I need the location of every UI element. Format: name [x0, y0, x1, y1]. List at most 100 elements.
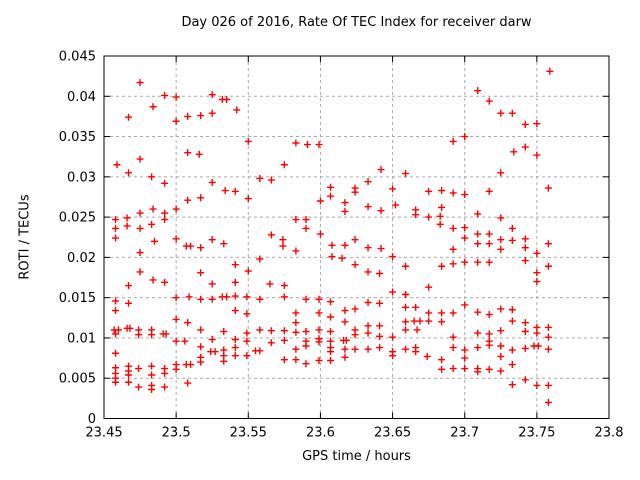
data-point-marker [338, 254, 346, 262]
data-point-marker [376, 332, 384, 340]
data-point-marker [266, 280, 274, 288]
data-point-marker [521, 319, 529, 327]
data-point-marker [402, 318, 410, 326]
data-point-marker [292, 319, 300, 327]
data-point-marker [533, 381, 541, 389]
data-point-marker [402, 170, 410, 178]
data-point-marker [279, 242, 287, 250]
data-point-marker [544, 184, 552, 192]
data-point-marker [341, 307, 349, 315]
data-point-marker [376, 270, 384, 277]
data-point-marker [364, 345, 372, 353]
data-point-marker [425, 283, 433, 291]
data-point-marker [302, 360, 310, 368]
data-point-marker [412, 348, 420, 356]
data-point-marker [292, 345, 300, 353]
y-tick-label: 0.03 [67, 170, 96, 185]
data-point-marker [377, 166, 385, 174]
data-point-marker [316, 197, 324, 205]
data-point-marker [267, 327, 275, 335]
data-point-marker [328, 241, 336, 249]
data-point-marker [184, 319, 192, 327]
data-point-marker [377, 245, 385, 253]
data-point-marker [508, 317, 516, 325]
data-point-marker [256, 174, 264, 182]
data-point-marker [135, 331, 143, 339]
data-point-marker [327, 183, 335, 191]
data-point-marker [123, 214, 131, 222]
data-point-marker [389, 185, 397, 193]
data-point-marker [244, 195, 252, 203]
y-tick-label: 0.035 [59, 130, 96, 145]
data-point-marker [148, 331, 156, 339]
data-point-marker [256, 295, 264, 303]
data-point-marker [220, 357, 228, 365]
data-point-marker [341, 318, 349, 326]
data-point-marker [136, 224, 144, 232]
data-point-marker [485, 258, 493, 266]
data-point-marker [280, 356, 288, 364]
data-point-marker [161, 278, 169, 286]
data-point-marker [389, 288, 397, 296]
data-point-marker [161, 216, 169, 224]
data-point-marker [351, 236, 359, 244]
data-point-marker [187, 242, 195, 250]
y-tick-label: 0.015 [59, 291, 96, 306]
data-point-marker [220, 240, 228, 248]
data-point-marker [231, 344, 239, 352]
chart-title: Day 026 of 2016, Rate Of TEC Index for r… [181, 15, 532, 30]
data-point-marker [521, 376, 529, 384]
data-point-marker [112, 216, 120, 224]
data-point-marker [267, 176, 275, 184]
data-point-marker [449, 333, 457, 341]
x-tick-label: 23.6 [306, 426, 335, 441]
data-point-marker [187, 361, 195, 369]
data-point-marker [497, 367, 505, 375]
data-point-marker [302, 216, 310, 224]
data-point-marker [243, 310, 251, 318]
data-point-marker [376, 322, 384, 330]
data-point-marker [161, 383, 169, 391]
data-point-marker [315, 326, 323, 334]
data-point-marker [211, 348, 219, 356]
data-point-marker [221, 187, 229, 195]
data-point-marker [533, 249, 541, 257]
data-point-marker [521, 328, 529, 335]
data-point-marker [351, 305, 359, 313]
data-point-marker [485, 341, 493, 349]
data-point-marker [126, 324, 134, 332]
y-tick-label: 0.04 [67, 90, 96, 105]
data-point-marker [508, 224, 516, 232]
data-point-marker [223, 293, 231, 301]
data-point-marker [208, 178, 216, 186]
data-point-marker [534, 342, 542, 350]
x-tick-label: 23.8 [595, 426, 624, 441]
data-point-marker [112, 234, 120, 242]
data-point-marker [315, 141, 323, 149]
data-point-marker [184, 379, 192, 387]
data-point-marker [280, 161, 288, 169]
y-tick-label: 0.045 [59, 50, 96, 65]
data-point-marker [136, 268, 144, 276]
data-point-marker [125, 371, 133, 379]
data-point-marker [292, 216, 300, 224]
data-point-marker [351, 345, 359, 353]
data-point-marker [223, 96, 231, 103]
data-point-marker [391, 201, 399, 209]
data-point-marker [485, 365, 493, 373]
data-point-marker [508, 346, 516, 354]
data-point-marker [508, 361, 516, 369]
x-tick-label: 23.7 [450, 426, 479, 441]
data-point-marker [351, 261, 359, 269]
data-point-marker [151, 237, 158, 245]
data-point-marker [449, 344, 457, 352]
data-point-marker [438, 309, 446, 317]
data-point-marker [123, 222, 131, 230]
data-point-marker [231, 336, 239, 344]
data-point-marker [341, 345, 349, 353]
data-point-marker [436, 220, 444, 228]
data-point-marker [231, 187, 239, 195]
data-point-marker [425, 213, 433, 221]
data-point-marker [474, 87, 482, 95]
